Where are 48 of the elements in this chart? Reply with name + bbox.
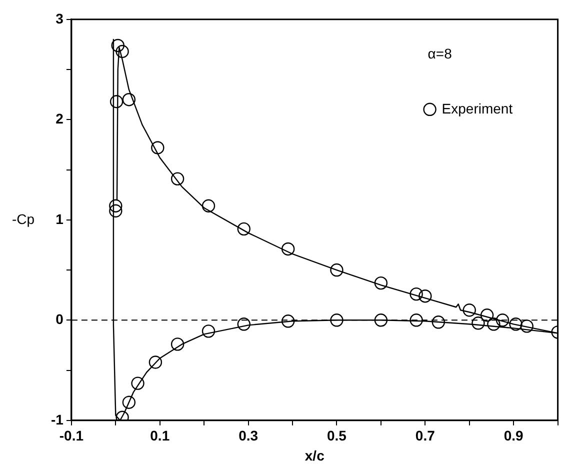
point xyxy=(122,93,136,106)
point xyxy=(122,396,136,409)
annotation: α=8 xyxy=(428,45,452,62)
point xyxy=(151,141,164,154)
x-tick-label: 0.7 xyxy=(415,428,436,444)
point xyxy=(418,289,432,303)
point xyxy=(109,204,122,218)
point xyxy=(109,199,122,212)
point xyxy=(330,263,344,277)
x-tick-label: 0.1 xyxy=(150,428,170,444)
point xyxy=(374,276,388,290)
point xyxy=(281,314,295,328)
y-tick-label: 1 xyxy=(56,210,64,227)
point xyxy=(237,222,250,236)
point xyxy=(281,242,295,256)
x-tick-label: 0.3 xyxy=(238,428,258,444)
point xyxy=(462,304,476,317)
point xyxy=(520,320,534,333)
point xyxy=(480,308,494,322)
point xyxy=(202,199,216,212)
y-tick-label: 0 xyxy=(56,311,64,328)
point xyxy=(509,318,522,331)
point xyxy=(148,356,162,369)
y-tick-label: 3 xyxy=(56,10,64,26)
point xyxy=(237,318,250,331)
point xyxy=(116,44,129,58)
point xyxy=(410,287,423,301)
x-tick-label: -0.1 xyxy=(59,428,84,444)
point xyxy=(487,318,500,331)
x-tick-label: 0.5 xyxy=(326,428,347,444)
point xyxy=(131,376,144,390)
point xyxy=(170,338,184,351)
y-tick-label: 2 xyxy=(56,110,64,127)
legend-label: Experiment xyxy=(442,100,513,116)
point xyxy=(202,324,216,338)
point xyxy=(110,95,124,108)
x-axis-title: x/c xyxy=(304,447,325,464)
y-tick-label: -1 xyxy=(50,411,64,428)
point xyxy=(496,314,510,327)
point xyxy=(410,314,423,327)
point xyxy=(330,314,344,327)
point xyxy=(472,316,485,330)
point xyxy=(111,38,124,52)
point xyxy=(432,316,446,329)
y-axis-title: -Cp xyxy=(12,210,35,227)
point xyxy=(374,314,388,327)
point xyxy=(170,172,184,186)
x-tick-label: 0.9 xyxy=(504,428,524,444)
